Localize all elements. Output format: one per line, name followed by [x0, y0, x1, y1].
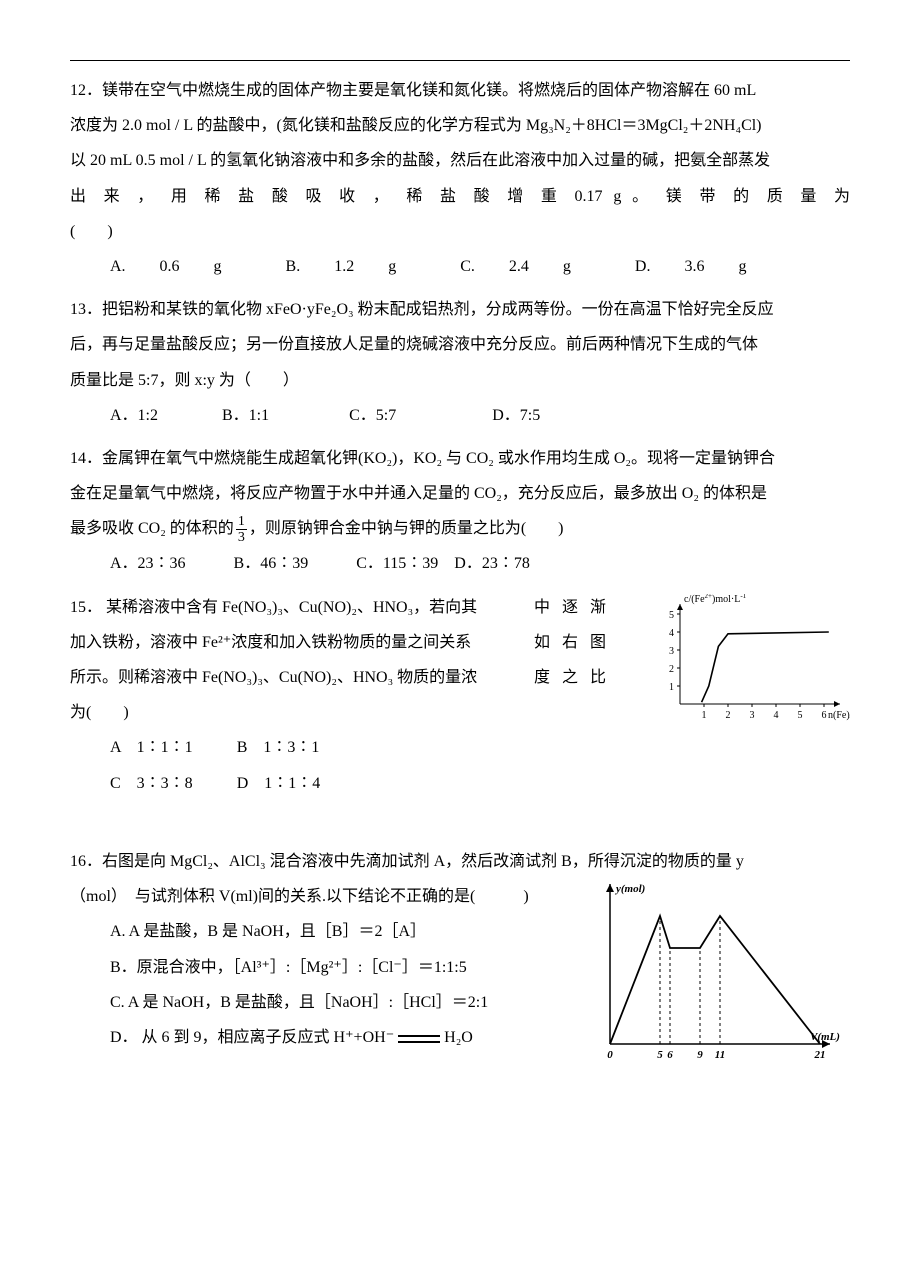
q12-line2: 浓度为 2.0 mol / L 的盐酸中，(氮化镁和盐酸反应的化学方程式为 Mg…	[70, 108, 850, 143]
svg-text:9: 9	[697, 1049, 703, 1061]
svg-text:3: 3	[750, 710, 755, 721]
svg-text:5: 5	[657, 1049, 663, 1061]
svg-text:21: 21	[814, 1049, 826, 1061]
q12-line3: 以 20 mL 0.5 mol / L 的氢氧化钠溶液中和多余的盐酸，然后在此溶…	[70, 143, 850, 178]
svg-text:1: 1	[702, 710, 707, 721]
svg-text:2: 2	[669, 664, 674, 675]
q12-options: A. 0.6 g B. 1.2 g C. 2.4 g D. 3.6 g	[70, 249, 850, 284]
question-16: 16．右图是向 MgCl₂、AlCl₃ 混合溶液中先滴加试剂 A，然后改滴试剂 …	[70, 844, 850, 1055]
q13-line1: 13．把铝粉和某铁的氧化物 xFeO·yFe₂O₃ 粉末配成铝热剂，分成两等份。…	[70, 292, 850, 327]
top-rule	[70, 60, 850, 61]
q13-line3: 质量比是 5:7，则 x:y 为（ ）	[70, 363, 850, 398]
q16-chart: y(mol)V(mL)05691121	[580, 874, 840, 1074]
svg-text:n(Fe)/mol: n(Fe)/mol	[828, 710, 850, 721]
fraction-one-third: 13	[236, 514, 247, 546]
question-12: 12．镁带在空气中燃烧生成的固体产物主要是氧化镁和氮化镁。将燃烧后的固体产物溶解…	[70, 73, 850, 284]
q16-optB: B．原混合液中，［Al³⁺］:［Mg²⁺］:［Cl⁻］＝1:1:5	[110, 950, 630, 985]
q16-optD: D． 从 6 到 9，相应离子反应式 H⁺+OH⁻H₂O	[110, 1020, 630, 1055]
q12-line5: ( )	[70, 214, 850, 249]
q15-chart: 1 2 3 4 5 6 1 2 3 4 5 c/(Fe2+)mol·L-1 n(Fe)/mol	[650, 594, 850, 734]
svg-text:5: 5	[669, 610, 674, 621]
exam-page: 12．镁带在空气中燃烧生成的固体产物主要是氧化镁和氮化镁。将燃烧后的固体产物溶解…	[0, 0, 920, 1103]
q14-options: A．23∶36 B．46∶39 C．115∶39 D．23∶78	[70, 546, 850, 581]
q15-text: 15． 某稀溶液中含有 Fe(NO₃)₃、Cu(NO)₂、HNO₃，若向其 中 …	[70, 590, 610, 731]
q15-options-row2: C 3∶3∶8 D 1∶1∶4	[70, 766, 850, 801]
q16-optC: C. A 是 NaOH，B 是盐酸，且［NaOH］:［HCl］＝2:1	[110, 985, 630, 1020]
svg-text:4: 4	[774, 710, 779, 721]
svg-text:2: 2	[726, 710, 731, 721]
q15-line4: 为( )	[70, 695, 610, 730]
question-15: 1 2 3 4 5 6 1 2 3 4 5 c/(Fe2+)mol·L-1 n(Fe)/mol 15． …	[70, 590, 850, 801]
q15-line2: 加入铁粉，溶液中 Fe²⁺浓度和加入铁粉物质的量之间关系 如 右 图	[70, 625, 610, 660]
question-13: 13．把铝粉和某铁的氧化物 xFeO·yFe₂O₃ 粉末配成铝热剂，分成两等份。…	[70, 292, 850, 433]
q15-line3: 所示。则稀溶液中 Fe(NO₃)₃、Cu(NO)₂、HNO₃ 物质的量浓 度 之…	[70, 660, 610, 695]
svg-text:5: 5	[798, 710, 803, 721]
q13-options: A．1:2 B．1:1 C．5:7 D．7:5	[70, 398, 850, 433]
svg-text:4: 4	[669, 628, 674, 639]
q14-line3a: 最多吸收 CO₂ 的体积的	[70, 520, 234, 537]
q16-options: A. A 是盐酸，B 是 NaOH，且［B］＝2［A］ B．原混合液中，［Al³…	[70, 914, 630, 1055]
q14-line1: 14．金属钾在氧气中燃烧能生成超氧化钾(KO₂)，KO₂ 与 CO₂ 或水作用均…	[70, 441, 850, 476]
svg-text:y(mol): y(mol)	[614, 883, 645, 895]
q14-line2: 金在足量氧气中燃烧，将反应产物置于水中并通入足量的 CO₂，充分反应后，最多放出…	[70, 476, 850, 511]
q14-line3b: ，则原钠钾合金中钠与钾的质量之比为( )	[249, 520, 564, 537]
svg-text:c/(Fe2+)mol·L-1: c/(Fe2+)mol·L-1	[684, 594, 747, 605]
svg-text:3: 3	[669, 646, 674, 657]
q16-optA: A. A 是盐酸，B 是 NaOH，且［B］＝2［A］	[110, 914, 630, 949]
q15-options-row1: A 1∶1∶1 B 1∶3∶1	[70, 730, 850, 765]
q15-line1: 15． 某稀溶液中含有 Fe(NO₃)₃、Cu(NO)₂、HNO₃，若向其 中 …	[70, 590, 610, 625]
q12-line4: 出 来 ， 用 稀 盐 酸 吸 收 ， 稀 盐 酸 增 重 0.17 g 。 镁…	[70, 179, 850, 214]
svg-text:1: 1	[669, 682, 674, 693]
svg-text:6: 6	[667, 1049, 673, 1061]
question-14: 14．金属钾在氧气中燃烧能生成超氧化钾(KO₂)，KO₂ 与 CO₂ 或水作用均…	[70, 441, 850, 582]
svg-text:11: 11	[715, 1049, 725, 1061]
q14-line3: 最多吸收 CO₂ 的体积的13，则原钠钾合金中钠与钾的质量之比为( )	[70, 511, 850, 546]
q12-line1: 12．镁带在空气中燃烧生成的固体产物主要是氧化镁和氮化镁。将燃烧后的固体产物溶解…	[70, 73, 850, 108]
q13-line2: 后，再与足量盐酸反应；另一份直接放人足量的烧碱溶液中充分反应。前后两种情况下生成…	[70, 327, 850, 362]
svg-text:6: 6	[822, 710, 827, 721]
svg-text:0: 0	[607, 1049, 613, 1061]
